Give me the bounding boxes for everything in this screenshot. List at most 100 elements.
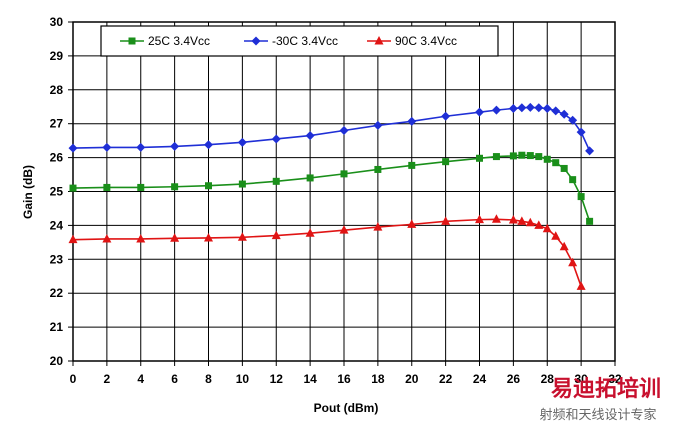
x-tick-label: 26 bbox=[507, 372, 521, 386]
x-tick-label: 12 bbox=[270, 372, 284, 386]
data-point-square bbox=[577, 193, 585, 201]
data-point-triangle bbox=[68, 234, 78, 244]
x-tick-label: 28 bbox=[541, 372, 555, 386]
x-tick-label: 18 bbox=[371, 372, 385, 386]
data-point-square bbox=[586, 217, 594, 225]
data-point-square bbox=[137, 183, 145, 191]
data-point-triangle bbox=[568, 257, 578, 267]
legend-label: 90C 3.4Vcc bbox=[395, 34, 457, 48]
data-point-diamond bbox=[373, 120, 383, 130]
data-point-triangle bbox=[534, 220, 544, 229]
data-point-square bbox=[509, 152, 517, 160]
series-group bbox=[68, 102, 595, 290]
watermark-sub-text: 射频和天线设计专家 bbox=[539, 407, 656, 423]
x-tick-label: 22 bbox=[439, 372, 453, 386]
data-point-triangle bbox=[517, 216, 527, 225]
data-point-square bbox=[171, 183, 179, 191]
y-tick-label: 29 bbox=[50, 49, 64, 63]
legend-entry: 25C 3.4Vcc bbox=[120, 34, 210, 48]
data-point-diamond bbox=[585, 146, 595, 156]
data-point-diamond bbox=[525, 102, 535, 112]
data-point-square bbox=[476, 154, 483, 162]
data-point-triangle bbox=[204, 232, 213, 242]
data-point-diamond bbox=[407, 116, 417, 126]
data-point-diamond bbox=[491, 105, 501, 115]
data-point-triangle bbox=[441, 216, 451, 225]
x-tick-label: 30 bbox=[574, 372, 588, 386]
data-point-diamond bbox=[551, 106, 561, 116]
data-point-square bbox=[238, 180, 246, 188]
data-point-square bbox=[272, 177, 280, 185]
data-point-diamond bbox=[542, 103, 552, 113]
data-point-triangle bbox=[373, 222, 383, 231]
data-point-diamond bbox=[305, 131, 315, 141]
data-point-triangle bbox=[508, 214, 518, 224]
y-tick-label: 27 bbox=[50, 117, 64, 131]
y-tick-label: 20 bbox=[50, 354, 64, 368]
data-point-square bbox=[340, 170, 348, 178]
x-tick-label: 32 bbox=[608, 372, 622, 386]
data-point-diamond bbox=[517, 103, 527, 113]
data-point-diamond bbox=[475, 107, 484, 117]
data-point-square bbox=[526, 152, 534, 160]
legend-box bbox=[100, 25, 499, 57]
data-point-triangle bbox=[170, 233, 180, 242]
legend: 25C 3.4Vcc -30C 3.4Vcc 90C 3.4Vcc bbox=[100, 25, 499, 57]
data-point-diamond bbox=[251, 36, 261, 46]
legend-entry: 90C 3.4Vcc bbox=[367, 34, 457, 48]
data-point-square bbox=[408, 161, 416, 169]
data-point-diamond bbox=[441, 111, 451, 121]
legend-label: -30C 3.4Vcc bbox=[272, 34, 338, 48]
data-point-diamond bbox=[568, 115, 578, 125]
x-tick-label: 8 bbox=[205, 372, 212, 386]
y-tick-label: 30 bbox=[50, 15, 64, 29]
y-axis-title: Gain (dB) bbox=[21, 165, 35, 219]
y-tick-label: 22 bbox=[50, 286, 64, 300]
y-tick-label: 24 bbox=[50, 218, 64, 232]
data-point-diamond bbox=[68, 143, 78, 153]
data-point-square bbox=[552, 159, 560, 167]
legend-label: 25C 3.4Vcc bbox=[148, 34, 210, 48]
grid-lines bbox=[72, 21, 616, 362]
data-point-triangle bbox=[102, 233, 112, 243]
data-point-square bbox=[569, 176, 577, 184]
x-tick-label: 14 bbox=[303, 372, 317, 386]
x-tick-labels: 0 2 4 6 8 10 12 14 16 18 20 22 24 26 28 30 32 bbox=[70, 372, 622, 386]
series-diamond bbox=[68, 102, 595, 156]
y-tick-label: 26 bbox=[50, 151, 64, 165]
data-point-diamond bbox=[508, 103, 518, 113]
data-point-diamond bbox=[102, 142, 112, 152]
data-point-triangle bbox=[136, 233, 146, 243]
data-point-triangle bbox=[576, 281, 586, 290]
x-tick-label: 6 bbox=[171, 372, 178, 386]
data-point-diamond bbox=[576, 127, 586, 137]
data-point-square bbox=[103, 183, 111, 191]
data-point-square bbox=[543, 155, 551, 163]
series-square bbox=[69, 151, 594, 225]
y-tick-label: 21 bbox=[50, 320, 64, 334]
data-point-triangle bbox=[374, 36, 384, 45]
data-point-triangle bbox=[237, 232, 247, 241]
x-tick-label: 2 bbox=[104, 372, 111, 386]
data-point-diamond bbox=[559, 109, 569, 119]
data-point-triangle bbox=[475, 214, 484, 224]
data-point-square bbox=[560, 164, 568, 172]
data-point-square bbox=[374, 165, 382, 173]
data-point-square bbox=[306, 174, 314, 182]
x-axis-title: Pout (dBm) bbox=[314, 401, 379, 415]
data-point-square bbox=[128, 37, 136, 45]
x-tick-label: 24 bbox=[473, 372, 487, 386]
data-point-diamond bbox=[339, 125, 349, 135]
watermark: 易迪拓培训 射频和天线设计专家 bbox=[539, 376, 661, 423]
x-tick-label: 0 bbox=[70, 372, 77, 386]
data-point-triangle bbox=[491, 214, 501, 223]
data-point-triangle bbox=[525, 217, 535, 227]
data-point-diamond bbox=[271, 134, 281, 144]
x-tick-label: 10 bbox=[236, 372, 250, 386]
data-point-diamond bbox=[534, 103, 544, 113]
data-point-square bbox=[205, 182, 212, 190]
x-tick-label: 20 bbox=[405, 372, 419, 386]
data-point-square bbox=[442, 158, 450, 166]
data-point-diamond bbox=[136, 142, 146, 152]
